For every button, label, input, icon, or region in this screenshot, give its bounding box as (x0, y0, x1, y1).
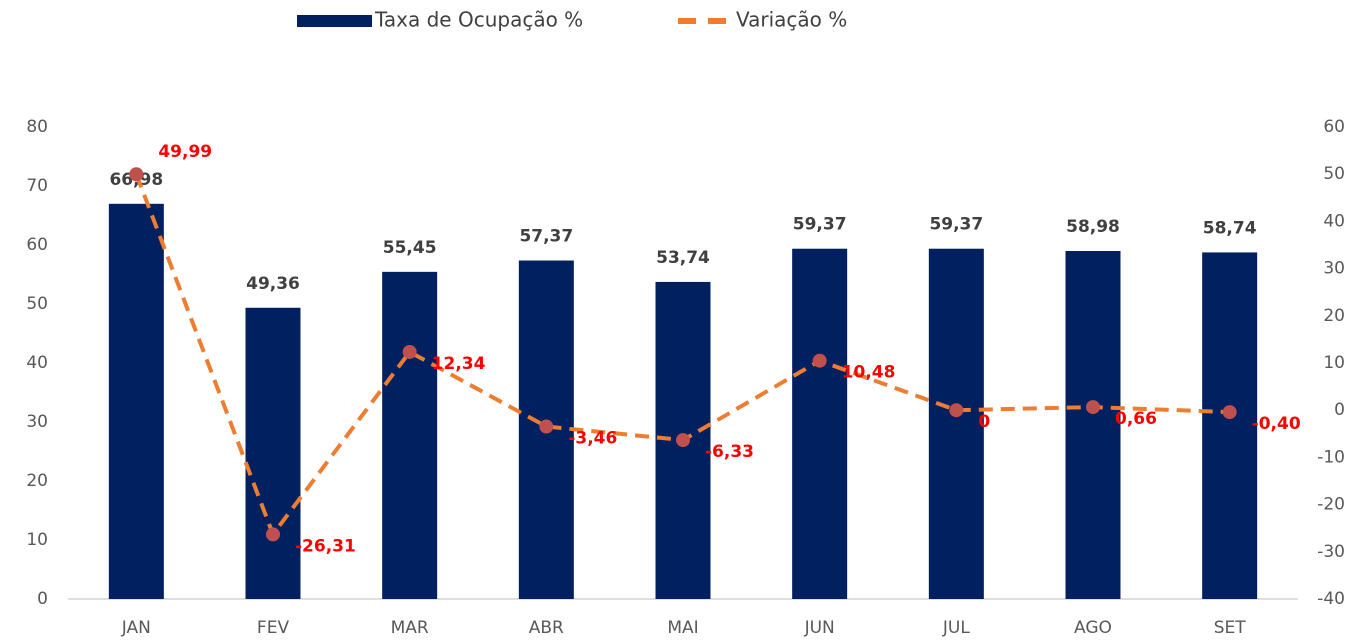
bar-value-label: 58,98 (1066, 217, 1120, 237)
x-tick-label: FEV (257, 618, 290, 638)
y2-tick-label: -20 (1317, 495, 1345, 515)
y-tick-label: 70 (26, 176, 48, 196)
bar-value-label: 57,37 (519, 227, 573, 247)
bar (1202, 252, 1258, 599)
bar (792, 248, 848, 600)
x-tick-label: JUL (942, 618, 970, 638)
line-value-label: 12,34 (432, 354, 486, 374)
y2-tick-label: 10 (1323, 353, 1345, 373)
legend-key (297, 15, 372, 27)
line-value-label: 0,66 (1115, 409, 1157, 429)
line-marker (676, 433, 690, 448)
line-value-label: 49,99 (158, 142, 212, 162)
line-marker (1222, 405, 1237, 420)
y2-tick-label: 30 (1323, 259, 1345, 279)
y2-tick-label: -10 (1317, 447, 1345, 467)
y-tick-label: 80 (26, 117, 48, 137)
x-tick-label: MAR (391, 618, 429, 638)
line-value-label: -6,33 (705, 442, 754, 462)
bar (245, 307, 301, 599)
line-marker (129, 167, 144, 182)
y2-tick-label: 20 (1323, 306, 1345, 326)
y2-tick-label: 50 (1323, 164, 1345, 184)
line-value-label: -0,40 (1252, 414, 1301, 434)
x-tick-label: SET (1214, 618, 1247, 638)
line-value-label: 0 (978, 412, 990, 432)
line-marker (539, 419, 554, 434)
x-tick-label: MAI (667, 618, 698, 638)
x-tick-label: JUN (804, 618, 835, 638)
y2-tick-label: -30 (1317, 542, 1345, 562)
y-tick-label: 60 (26, 235, 48, 255)
legend-label: Taxa de Ocupação % (374, 8, 583, 32)
y-tick-label: 20 (26, 471, 48, 491)
line-value-label: -26,31 (295, 536, 356, 556)
bar-value-label: 53,74 (656, 248, 710, 268)
y2-tick-label: 0 (1334, 400, 1345, 420)
line-marker (266, 527, 280, 542)
x-tick-label: AGO (1074, 618, 1112, 638)
line-marker (812, 353, 827, 368)
bar (928, 248, 984, 600)
bar-value-label: 59,37 (929, 215, 983, 235)
line-value-label: 10,48 (842, 363, 896, 383)
line-marker (402, 344, 417, 359)
legend-label: Variação % (736, 8, 847, 32)
line-marker (949, 403, 964, 418)
y2-tick-label: 60 (1323, 117, 1345, 137)
x-tick-label: ABR (529, 618, 564, 638)
bar (1065, 251, 1121, 599)
bar-value-label: 49,36 (246, 274, 300, 294)
bar-value-label: 55,45 (383, 238, 437, 258)
y2-tick-label: -40 (1317, 589, 1345, 609)
line-marker (1086, 400, 1100, 415)
bar (382, 271, 438, 599)
line-value-label: -3,46 (568, 429, 617, 449)
y-tick-label: 30 (26, 412, 48, 432)
bar (108, 203, 164, 599)
y-tick-label: 40 (26, 353, 48, 373)
y-tick-label: 0 (37, 589, 48, 609)
y-tick-label: 10 (26, 530, 48, 550)
bar-value-label: 58,74 (1203, 218, 1257, 238)
y2-tick-label: 40 (1323, 211, 1345, 231)
x-tick-label: JAN (121, 618, 151, 638)
bar-value-label: 59,37 (793, 215, 847, 235)
y-tick-label: 50 (26, 294, 48, 314)
